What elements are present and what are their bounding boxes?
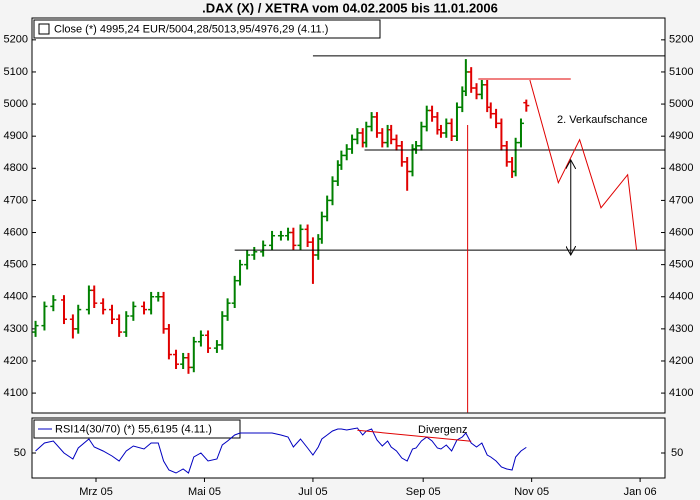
annotation-text: 2. Verkaufschance <box>557 114 648 126</box>
annotation-line <box>529 79 638 250</box>
x-tick-label: Nov 05 <box>514 486 549 498</box>
legend-text: Close (*) 4995,24 EUR/5004,28/5013,95/49… <box>54 23 328 35</box>
y2-tick-label: 5000 <box>669 98 693 110</box>
y-tick-label: 4100 <box>4 387 28 399</box>
y-tick-label: 5000 <box>4 98 28 110</box>
y2-tick-label: 5200 <box>669 34 693 46</box>
y-tick-label: 5100 <box>4 66 28 78</box>
y2-tick-label: 4300 <box>669 323 693 335</box>
legend-box <box>33 19 381 39</box>
y2-tick-label: 4700 <box>669 194 693 206</box>
y2-tick-label: 4900 <box>669 130 693 142</box>
rsi-legend-box <box>33 419 241 439</box>
y-tick-label: 4700 <box>4 194 28 206</box>
x-tick-label: Jan 06 <box>624 486 657 498</box>
y2-tick-label: 4100 <box>669 387 693 399</box>
y2-tick-label: 4400 <box>669 291 693 303</box>
y-tick-label: 5200 <box>4 34 28 46</box>
rsi-tick-label-right: 50 <box>671 447 683 459</box>
rsi-legend-text: RSI14(30/70) (*) 55,6195 (4.11.) <box>55 423 212 435</box>
y2-tick-label: 4600 <box>669 226 693 238</box>
y2-tick-label: 5100 <box>669 66 693 78</box>
rsi-line <box>35 427 527 474</box>
x-tick-label: Mai 05 <box>188 486 221 498</box>
y2-tick-label: 4800 <box>669 162 693 174</box>
y2-tick-label: 4500 <box>669 259 693 271</box>
y-tick-label: 4400 <box>4 291 28 303</box>
chart-title: .DAX (X) / XETRA vom 04.02.2005 bis 11.0… <box>202 0 498 15</box>
y-tick-label: 4900 <box>4 130 28 142</box>
x-tick-label: Jul 05 <box>298 486 327 498</box>
marks: 4100 4100 4200 4200 4300 4300 4400 4400 4500 4500… <box>4 34 694 498</box>
y-tick-label: 4300 <box>4 323 28 335</box>
y-tick-label: 4200 <box>4 355 28 367</box>
x-tick-label: Mrz 05 <box>79 486 113 498</box>
y-tick-label: 4800 <box>4 162 28 174</box>
y-tick-label: 4600 <box>4 226 28 238</box>
x-tick-label: Sep 05 <box>406 486 441 498</box>
price-panel <box>31 17 666 414</box>
annotation-text: Divergenz <box>418 424 468 436</box>
legend-swatch <box>38 23 50 35</box>
y2-tick-label: 4200 <box>669 355 693 367</box>
rsi-tick-label: 50 <box>14 447 26 459</box>
y-tick-label: 4500 <box>4 259 28 271</box>
annotation-line <box>357 429 472 442</box>
